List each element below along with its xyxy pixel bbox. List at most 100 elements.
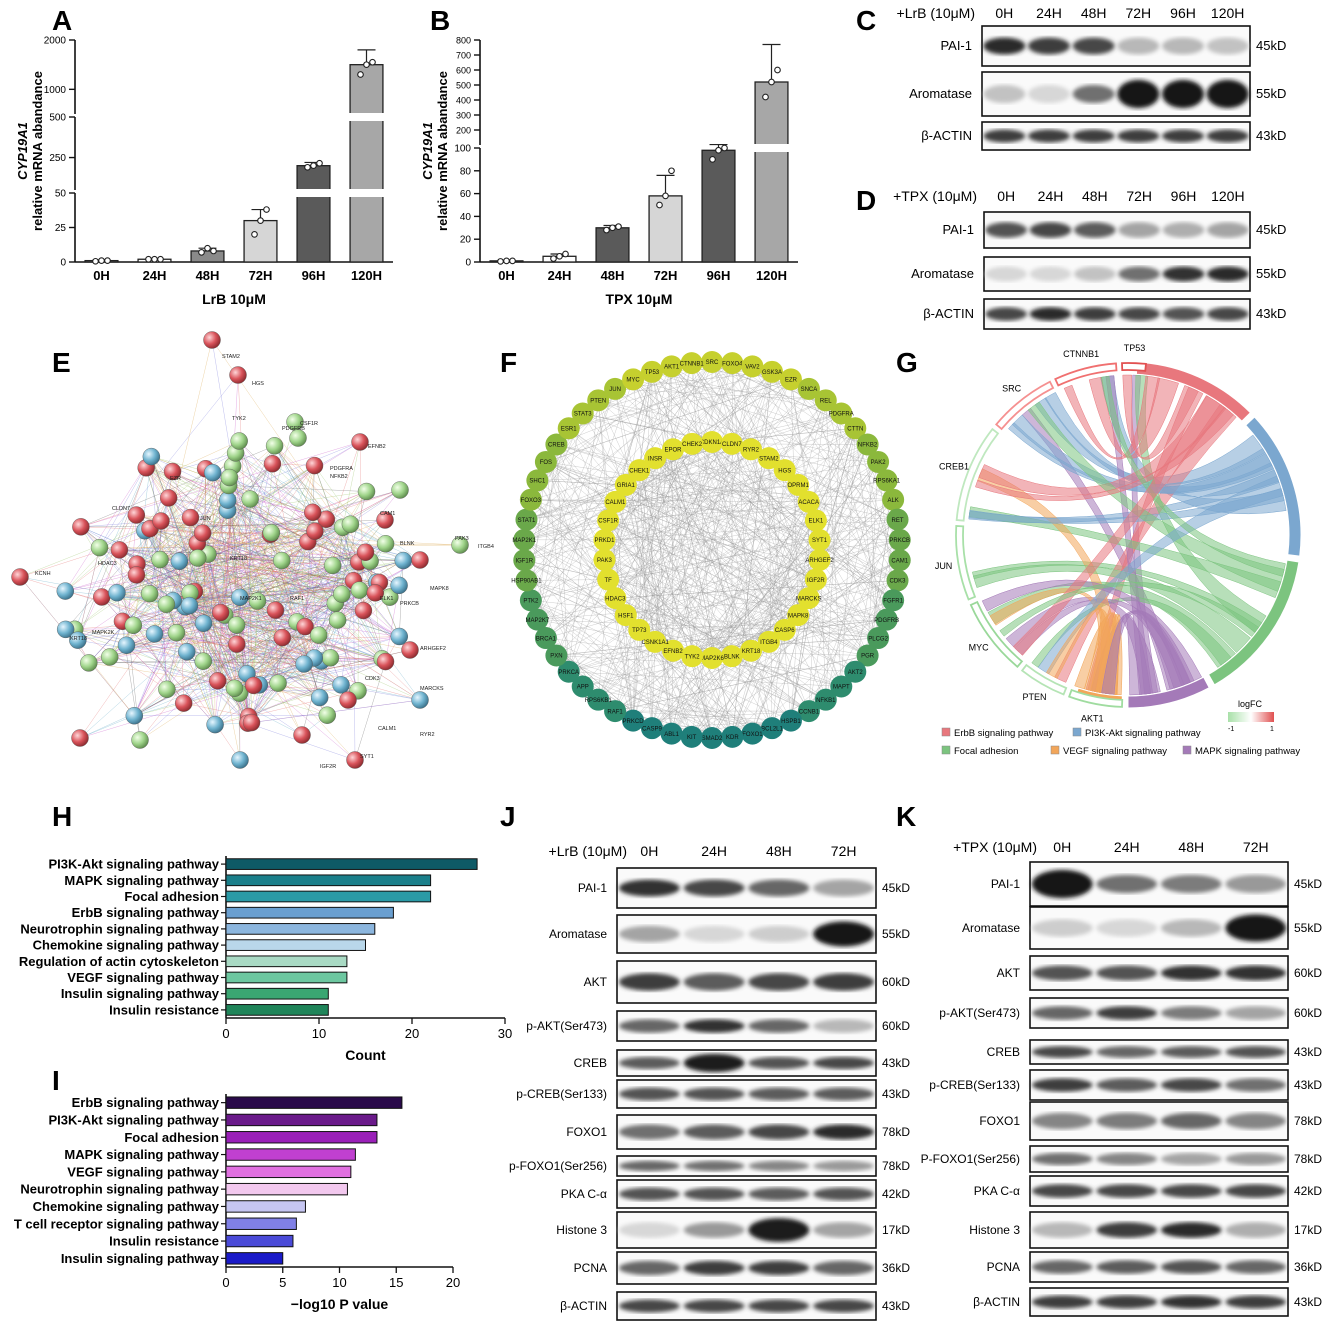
network-node [178,643,195,660]
panel-label-d: D [856,185,876,216]
protein-band [684,1125,745,1140]
x-tick-label: 48H [601,268,625,283]
data-point [358,72,364,78]
x-tick-label: 24H [548,268,572,283]
inner-node-label: ITGB4 [760,640,778,646]
category-label: Insulin resistance [109,1002,219,1017]
outer-node-label: IGF1R [515,558,533,564]
network-node [212,604,229,621]
node-label: KRT18 [230,556,247,562]
x-tick-label: 0 [222,1275,229,1290]
protein-band [684,1161,745,1171]
gene-label: PTEN [1022,692,1046,702]
protein-band [684,1188,745,1201]
protein-label: Aromatase [549,927,607,941]
y-tick-label: 200 [456,126,471,136]
outer-node-label: MAP2K7 [526,618,550,624]
outer-node-label: KIT [687,735,697,741]
network-node [152,551,169,568]
kd-label: 45kD [1256,38,1286,53]
protein-band [1073,85,1115,103]
x-axis-title: TPX 10μM [606,291,673,307]
y-axis-gene: CYP19A1 [420,122,435,180]
x-tick-label: 10 [332,1275,346,1290]
protein-band [1225,966,1286,981]
inner-node-label: HDAC3 [605,596,626,602]
protein-band [748,973,809,990]
category-label: Neurotrophin signaling pathway [20,921,219,936]
node-label: PDGFRB [282,426,305,432]
legend-label: Focal adhesion [954,746,1018,757]
network-node [294,727,311,744]
network-node [158,596,175,613]
protein-band [1032,1078,1093,1092]
node-label: CDK3 [365,676,380,682]
panel-label-h: H [52,801,72,832]
data-point [610,225,616,231]
data-point [722,145,728,151]
bar [226,1149,355,1160]
data-point [211,248,217,254]
protein-band [619,1019,680,1033]
legend-title: logFC [1238,699,1263,709]
bar [755,82,788,262]
outer-node-label: JUN [609,387,621,393]
network-node [221,469,238,486]
protein-label: P-FOXO1(Ser256) [921,1152,1020,1166]
network-node [219,492,236,509]
kd-label: 60kD [882,975,910,989]
inner-node-label: TP73 [632,628,647,634]
network-node [377,535,394,552]
protein-band [1161,919,1222,936]
network-node [311,689,328,706]
protein-band [1096,1078,1157,1092]
inner-node-label: MAP2K6 [700,656,724,662]
time-label: 48H [766,843,792,859]
kd-label: 43kD [882,1087,910,1101]
x-tick-label: 0 [222,1026,229,1041]
data-point [364,62,370,68]
y-tick-label: 250 [49,153,66,164]
y-tick-label: 700 [456,51,471,61]
protein-band [813,1222,874,1238]
bar [244,221,277,262]
outer-node-label: KDR [726,735,739,741]
legend-label: ErbB signaling pathway [954,728,1054,739]
kd-label: 55kD [1256,86,1286,101]
bar [226,1097,402,1108]
kd-label: 17kD [1294,1223,1322,1237]
protein-label: p-AKT(Ser473) [526,1019,607,1033]
protein-band [619,880,680,897]
outer-node-label: ABL1 [664,732,679,738]
node-label: NFKB2 [330,474,348,480]
outer-node-label: FGFR1 [883,598,903,604]
node-label: BLNK [400,541,415,547]
inner-node-label: RYR2 [743,447,760,453]
protein-band [1225,1006,1286,1020]
inner-node-label: ARHGEF2 [805,558,834,564]
network-node [412,692,429,709]
network-node [306,523,323,540]
time-label: 0H [995,5,1013,21]
category-label: ErbB signaling pathway [72,1095,220,1110]
category-label: VEGF signaling pathway [67,970,219,985]
x-axis-title: Count [345,1047,386,1063]
y-tick-label: 80 [460,166,472,177]
network-node [263,524,280,541]
outer-node-label: RAF1 [607,709,623,715]
node-label: PAK3 [455,536,469,542]
x-tick-label: 24H [143,268,167,283]
protein-band [619,1161,680,1171]
network-node [264,455,281,472]
bar [226,1218,296,1229]
kd-label: 43kD [882,1299,910,1313]
protein-band [983,85,1025,103]
protein-label: p-FOXO1(Ser256) [509,1159,607,1173]
protein-band [1074,307,1116,321]
protein-band [1073,130,1115,143]
time-label: 72H [1243,839,1269,855]
category-label: ErbB signaling pathway [72,905,220,920]
node-label: MAPK2K [92,630,115,636]
network-node [108,584,125,601]
